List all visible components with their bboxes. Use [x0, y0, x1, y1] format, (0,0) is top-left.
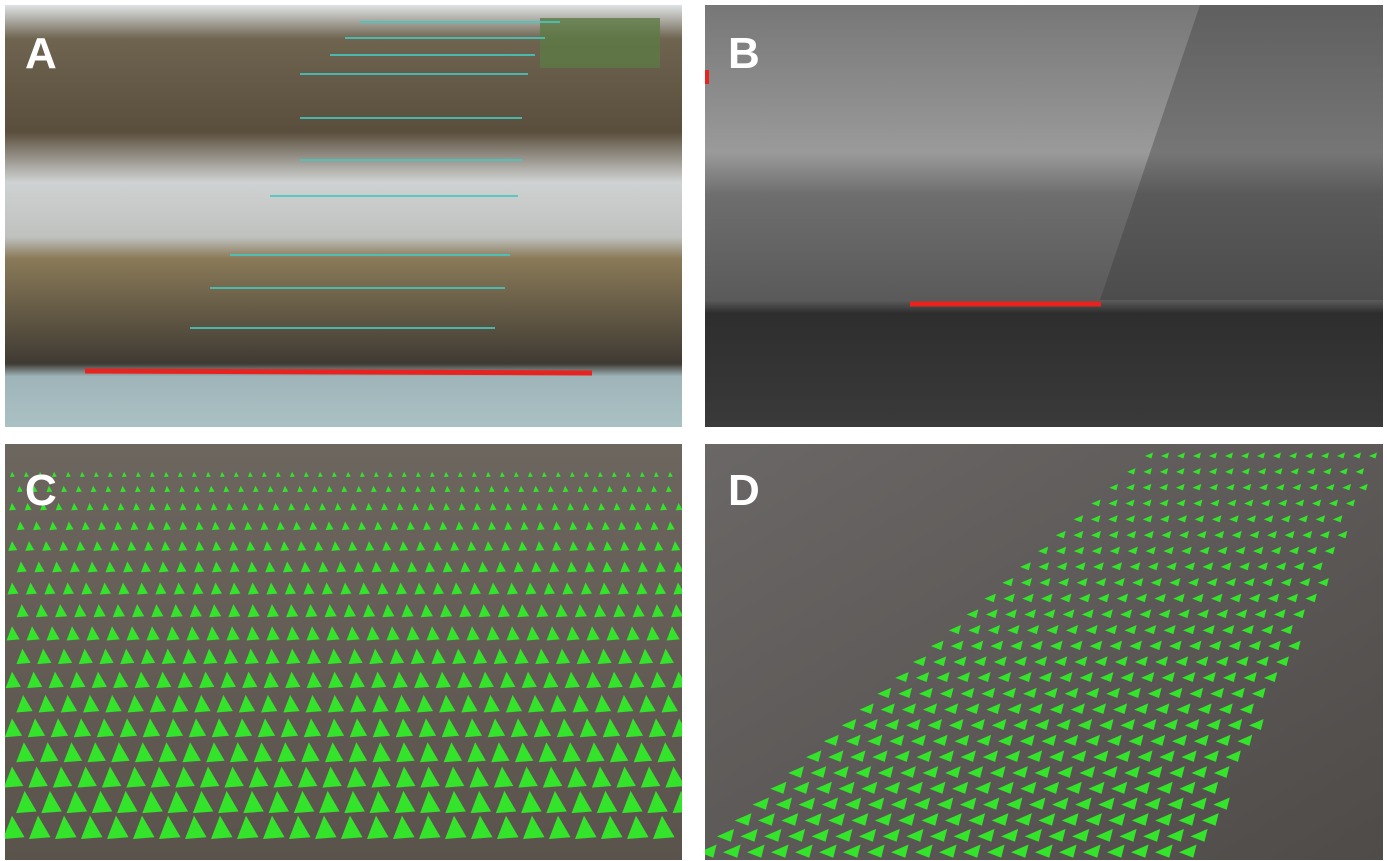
panel-label: B — [728, 29, 760, 78]
red-mark — [705, 70, 709, 84]
panel-label: D — [728, 466, 760, 515]
panel-b: B — [705, 5, 1383, 427]
grass — [540, 18, 660, 68]
red-line — [85, 371, 592, 373]
panel-c — [3, 444, 693, 860]
panel-a: A — [5, 5, 682, 427]
panel-label: C — [25, 466, 57, 515]
photo-d — [705, 444, 1383, 860]
figure: A B C D — [0, 0, 1387, 861]
panel-d — [699, 444, 1383, 860]
panel-label: A — [25, 29, 57, 78]
photo-a — [5, 5, 682, 427]
